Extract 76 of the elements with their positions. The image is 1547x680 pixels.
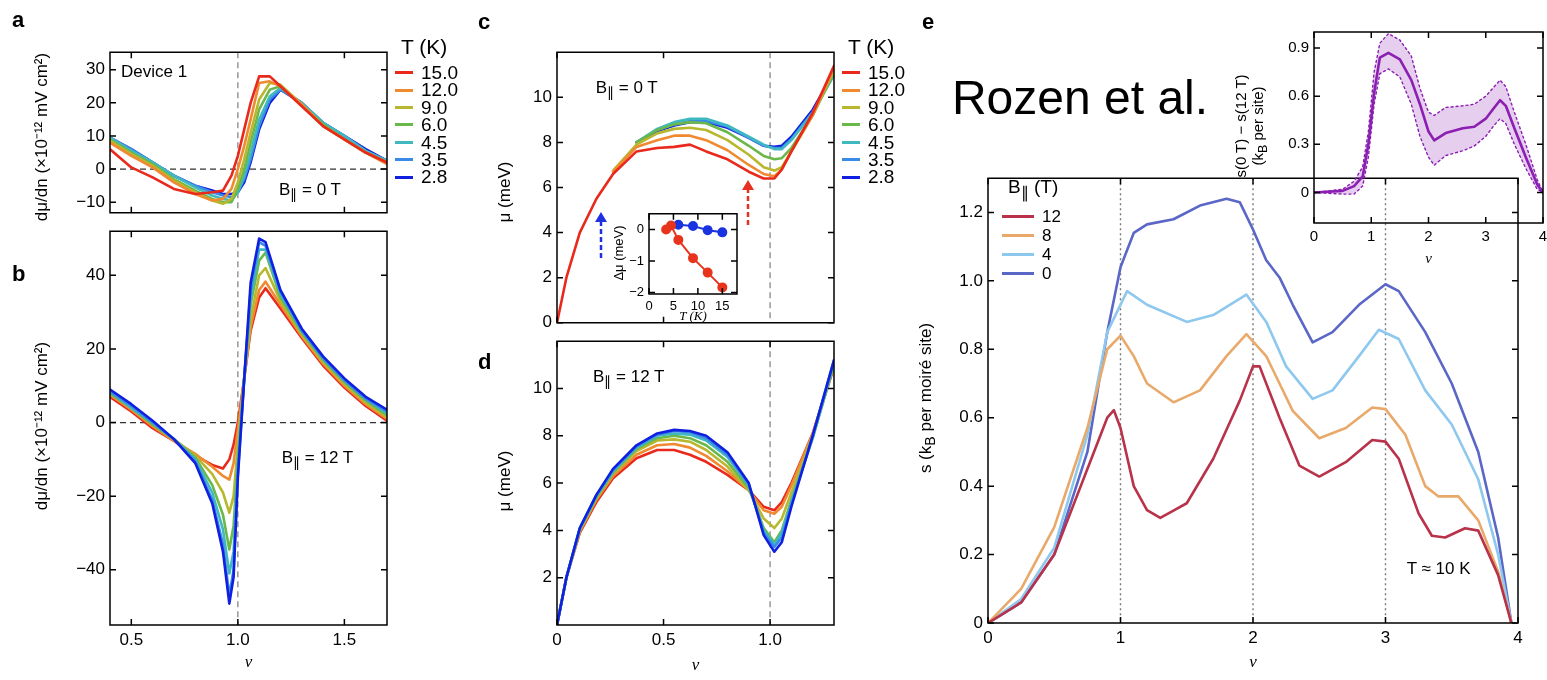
x-tick-label: 2 — [1248, 627, 1258, 647]
x-tick-label: 15 — [715, 298, 730, 314]
y-tick-label: 30 — [86, 59, 105, 79]
legend-label: 8 — [1042, 226, 1052, 246]
annotation: B$_{∥}$ = 12 T — [281, 448, 354, 472]
y-tick-label: −20 — [76, 485, 105, 505]
y-axis-title: μ (meV) — [494, 161, 515, 222]
y-tick-label: 1.2 — [959, 202, 983, 222]
annotation: B$_{∥}$ = 0 T — [278, 180, 341, 204]
y-tick-label: 8 — [542, 132, 552, 152]
y-tick-label: 0.6 — [1288, 86, 1309, 104]
y-tick-label: −1 — [629, 252, 644, 268]
y-tick-label: 0.3 — [1288, 134, 1309, 152]
y-tick-label: 0 — [1300, 182, 1309, 200]
x-tick-label: 0.5 — [651, 629, 676, 649]
legend-title: T (K) — [401, 35, 449, 59]
y-tick-label: 6 — [542, 177, 552, 197]
y-axis-title: dμ/dn (×10⁻¹² mV cm²) — [31, 341, 52, 510]
x-tick-label: 1.0 — [758, 629, 782, 649]
y-tick-label: −10 — [76, 191, 105, 211]
x-axis-title: ν — [244, 652, 253, 672]
legend-title: T (K) — [848, 35, 896, 59]
x-axis-title: ν — [691, 655, 700, 675]
x-tick-label: 4 — [1513, 627, 1523, 647]
y-axis-title: Δμ (meV) — [610, 224, 627, 281]
y-tick-label: 0.4 — [959, 475, 983, 495]
y-tick-label: 10 — [86, 125, 105, 145]
legend-label: 4 — [1042, 245, 1052, 265]
x-axis-title: ν — [1249, 652, 1257, 672]
y-tick-label: 2 — [542, 267, 552, 287]
legend-title: B$_{∥}$ (T) — [1008, 176, 1060, 202]
y-axis-title: dμ/dn (×10⁻¹² mV cm²) — [31, 52, 52, 221]
x-tick-label: 4 — [1538, 227, 1547, 245]
annotation: B$_{∥}$ = 12 T — [593, 366, 665, 390]
y-tick-label: −40 — [76, 559, 105, 579]
y-tick-label: −2 — [629, 284, 644, 300]
annotation: B$_{∥}$ = 0 T — [595, 77, 658, 101]
x-tick-label: 1.0 — [226, 629, 250, 649]
x-tick-label: 1.5 — [332, 629, 357, 649]
y-tick-label: 6 — [542, 472, 552, 492]
y-tick-label: 0 — [95, 412, 105, 432]
chart-title: c — [478, 9, 491, 35]
y-tick-label: 10 — [533, 378, 552, 398]
y-tick-label: 0.9 — [1288, 38, 1309, 56]
y-tick-label: 1.0 — [959, 270, 983, 290]
x-tick-label: 5 — [669, 298, 678, 314]
y-tick-label: 0.6 — [959, 407, 983, 427]
chart-title: a — [12, 7, 25, 33]
text: b — [12, 261, 26, 287]
annotation: T ≈ 10 K — [1406, 559, 1471, 579]
y-tick-label: 20 — [86, 338, 105, 358]
y-tick-label: 0 — [542, 312, 552, 332]
x-tick-label: 2 — [1424, 227, 1433, 245]
chart-title: d — [478, 349, 492, 375]
chart-title: e — [922, 9, 935, 35]
x-tick-label: 1 — [1115, 627, 1126, 647]
x-axis-title: ν — [1425, 250, 1432, 267]
y-tick-label: 8 — [542, 425, 552, 445]
y-tick-label: 0.2 — [959, 544, 983, 564]
x-tick-label: 3 — [1380, 627, 1391, 647]
y-tick-label: 2 — [542, 567, 552, 587]
y-tick-label: 0 — [95, 158, 105, 178]
y-tick-label: 40 — [86, 265, 105, 285]
y-tick-label: 0 — [973, 612, 983, 632]
legend-label: 12 — [1042, 207, 1061, 227]
y-tick-label: 0.8 — [959, 338, 983, 358]
legend-label: 0 — [1042, 264, 1052, 284]
x-tick-label: 1 — [1367, 227, 1376, 245]
y-tick-label: 4 — [542, 520, 552, 540]
y-tick-label: 20 — [86, 92, 105, 112]
x-tick-label: 3 — [1481, 227, 1490, 245]
annotation: Device 1 — [121, 62, 188, 82]
y-axis-title: μ (meV) — [494, 450, 515, 511]
text: Rozen et al. — [951, 70, 1209, 125]
y-tick-label: 10 — [533, 86, 552, 106]
x-tick-label: 0.5 — [119, 629, 144, 649]
